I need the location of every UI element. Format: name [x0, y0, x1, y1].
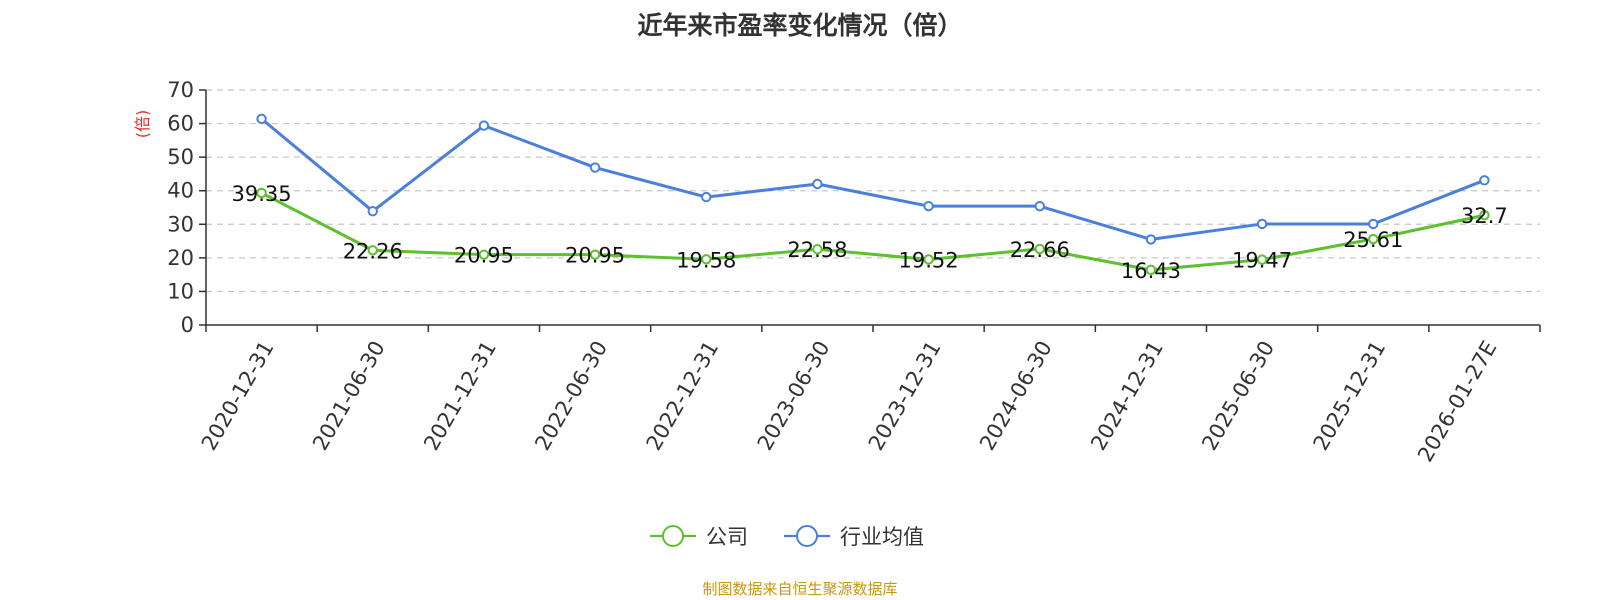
data-point-industry[interactable]	[478, 120, 490, 131]
data-label: 22.26	[343, 239, 403, 263]
data-point-company[interactable]	[923, 254, 934, 265]
data-point-industry[interactable]	[1034, 200, 1045, 212]
y-tick-label: 20	[167, 246, 194, 270]
y-tick-label: 70	[167, 78, 194, 102]
data-point-industry[interactable]	[701, 191, 712, 203]
axes: 0 10 20 30 40 50 60 70 2020-12-31 2021-06-30 2021-…	[167, 78, 1541, 466]
data-point-company[interactable]	[589, 249, 601, 260]
data-point-company[interactable]	[701, 254, 712, 265]
data-point-industry[interactable]	[1256, 218, 1268, 230]
data-label: 19.47	[1232, 249, 1292, 273]
legend-label: 公司	[706, 525, 748, 549]
chart-title: 近年来市盈率变化情况（倍）	[637, 11, 962, 40]
x-tick-label: 2022-06-30	[530, 337, 612, 455]
legend-item-industry[interactable]: 行业均值	[784, 525, 924, 549]
legend-marker-icon	[796, 525, 818, 547]
data-label: 22.66	[1010, 238, 1070, 262]
data-point-industry[interactable]	[1145, 234, 1157, 245]
series-lines	[256, 113, 1490, 276]
data-labels: 39.35 22.26 20.95 20.95 19.58 22.58 19.52 22.66…	[232, 182, 1508, 283]
x-tick-label: 2020-12-31	[197, 337, 279, 455]
y-tick-label: 40	[167, 179, 194, 203]
data-point-industry[interactable]	[256, 113, 267, 125]
y-tick-label: 30	[167, 212, 194, 236]
data-point-company[interactable]	[1034, 243, 1045, 255]
source-note: 制图数据来自恒生聚源数据库	[702, 580, 897, 598]
data-label: 39.35	[232, 182, 292, 206]
data-label: 20.95	[454, 244, 514, 268]
data-point-industry[interactable]	[923, 200, 934, 212]
data-point-industry[interactable]	[367, 205, 378, 217]
legend-label: 行业均值	[840, 525, 924, 549]
data-point-company[interactable]	[1256, 254, 1268, 265]
data-point-industry[interactable]	[589, 162, 601, 173]
data-point-company[interactable]	[367, 245, 378, 256]
legend-marker-icon	[662, 525, 684, 547]
series-line-industry	[260, 117, 1485, 241]
x-tick-label: 2025-12-31	[1309, 337, 1391, 455]
series-line-company	[260, 191, 1485, 272]
x-tick-label: 2023-12-31	[864, 337, 946, 455]
grid-lines	[206, 89, 1540, 293]
data-point-company[interactable]	[812, 243, 823, 255]
data-point-company[interactable]	[1368, 233, 1379, 245]
x-tick-label: 2024-06-30	[975, 337, 1057, 455]
data-point-company[interactable]	[1145, 264, 1157, 276]
data-label: 22.58	[787, 238, 847, 262]
y-tick-label: 50	[167, 145, 194, 169]
x-tick-label: 2021-06-30	[308, 337, 390, 455]
data-label: 32.7	[1461, 204, 1508, 228]
data-point-company[interactable]	[256, 187, 267, 199]
data-label: 20.95	[565, 244, 625, 268]
data-point-company[interactable]	[478, 249, 490, 260]
y-tick-label: 10	[167, 279, 194, 303]
y-tick-label: 0	[181, 313, 194, 337]
data-label: 19.58	[676, 248, 736, 272]
data-label: 16.43	[1121, 259, 1181, 283]
legend: 公司 行业均值	[650, 525, 924, 549]
data-point-industry[interactable]	[1479, 175, 1490, 186]
x-tick-label: 2024-12-31	[1086, 337, 1168, 455]
x-tick-label: 2022-12-31	[642, 337, 724, 455]
data-point-company[interactable]	[1479, 210, 1490, 221]
x-tick-label: 2021-12-31	[419, 337, 501, 455]
x-tick-label: 2023-06-30	[753, 337, 835, 455]
y-axis-label: (倍)	[133, 110, 152, 139]
data-label: 19.52	[899, 248, 959, 272]
x-tick-label: 2025-06-30	[1197, 337, 1279, 455]
data-point-industry[interactable]	[812, 178, 823, 190]
data-label: 25.61	[1343, 228, 1403, 252]
legend-item-company[interactable]: 公司	[650, 525, 748, 549]
data-point-industry[interactable]	[1368, 218, 1379, 230]
x-tick-label: 2026-01-27E	[1413, 337, 1501, 466]
y-tick-label: 60	[167, 112, 194, 136]
